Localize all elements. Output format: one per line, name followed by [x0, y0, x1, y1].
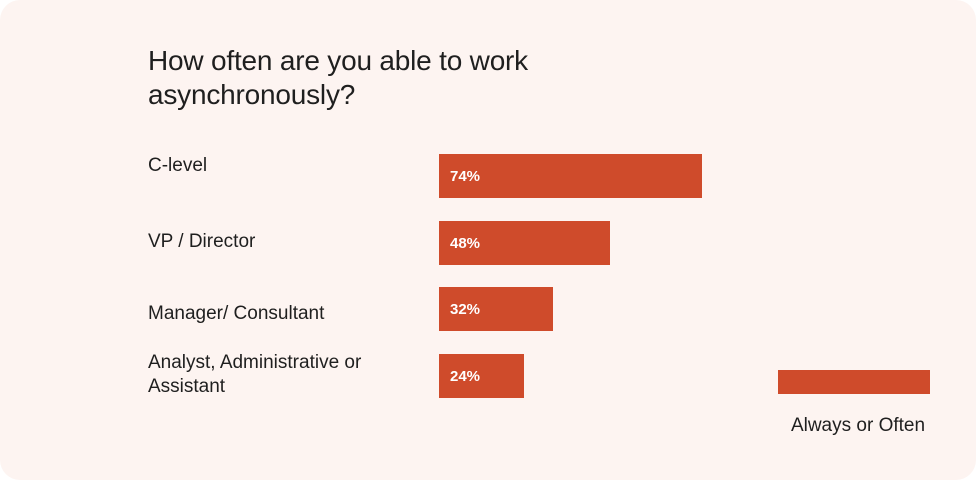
bar-3: 32% [439, 287, 553, 331]
category-label-analyst-administrative-assistant: Analyst, Administrative or Assistant [148, 352, 362, 397]
bar-value-label: 24% [450, 367, 481, 385]
bar-value-label: 48% [450, 234, 481, 252]
bar-2: 48% [439, 221, 610, 265]
bar-4: 24% [439, 354, 524, 398]
bar-1: 74% [439, 154, 702, 198]
category-label-manager-consultant: Manager/ Consultant [148, 303, 325, 324]
category-label-vp-director: VP / Director [148, 231, 256, 252]
legend-swatch-always-or-often [778, 370, 930, 394]
category-label-c-level: C-level [148, 155, 208, 176]
bar-value-label: 32% [450, 300, 481, 318]
bar-value-label: 74% [450, 167, 481, 185]
chart-title: How often are you able to work asynchron… [148, 45, 528, 110]
legend-label-always-or-often: Always or Often [790, 415, 926, 436]
